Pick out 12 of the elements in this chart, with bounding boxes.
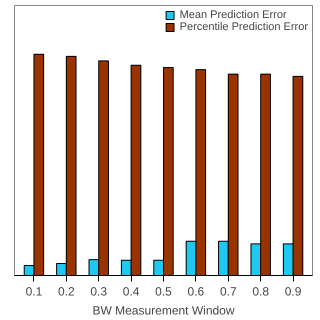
x-tick-label: 0.9: [284, 284, 302, 298]
x-tick-label: 0.5: [155, 284, 172, 298]
x-tick-label: 0.7: [220, 284, 237, 298]
x-tick-label: 0.2: [58, 284, 75, 298]
x-axis-title: BW Measurement Window: [92, 304, 235, 318]
x-tick-label: 0.8: [252, 284, 270, 298]
legend-label: Percentile Prediction Error: [180, 21, 308, 33]
legend-label: Mean Prediction Error: [180, 9, 287, 21]
x-tick-label: 0.4: [122, 284, 140, 298]
x-tick-label: 0.1: [26, 284, 43, 298]
x-tick-label: 0.6: [188, 284, 205, 298]
x-tick-label: 0.3: [90, 284, 108, 298]
